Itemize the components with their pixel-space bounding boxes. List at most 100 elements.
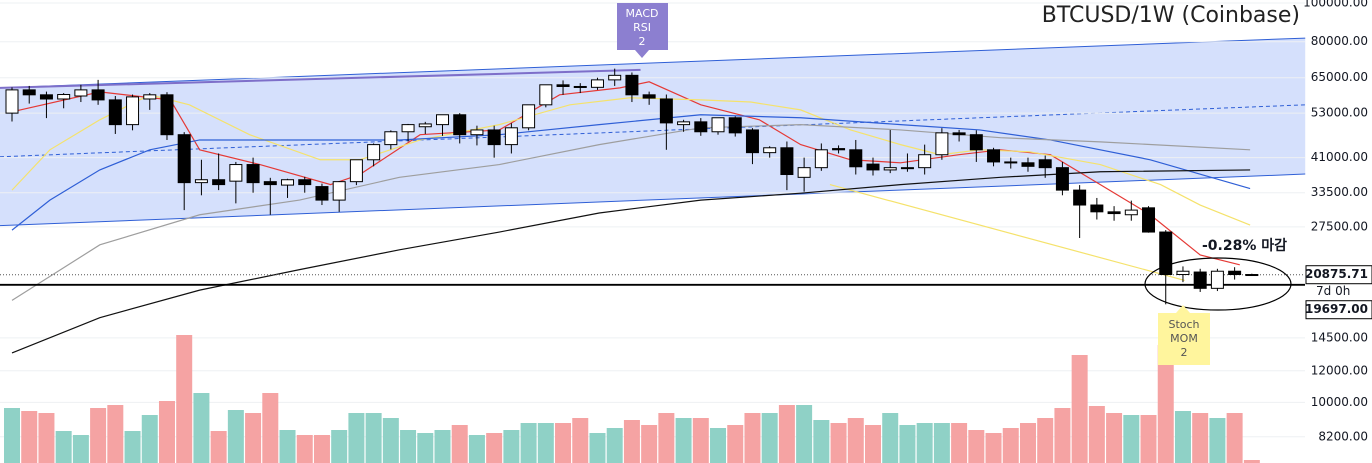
candle-body xyxy=(849,149,863,168)
candle-body xyxy=(763,147,777,154)
candle-body xyxy=(918,154,932,169)
y-tick-label: 8200.00 xyxy=(1318,429,1368,443)
candle-body xyxy=(315,186,329,201)
candle-body xyxy=(470,129,484,136)
volume-bar xyxy=(124,431,141,463)
candle-body xyxy=(384,131,398,146)
candle-body xyxy=(160,94,174,136)
volume-bar xyxy=(1192,413,1209,463)
candle-body xyxy=(487,129,501,146)
candle-body xyxy=(1176,270,1190,276)
indicator-line xyxy=(0,68,641,89)
candle-body xyxy=(745,129,759,154)
volume-bar xyxy=(744,413,761,463)
candle-body xyxy=(590,79,604,88)
candle-body xyxy=(866,163,880,171)
indicator-line xyxy=(11,81,1240,266)
volume-bar xyxy=(933,423,950,463)
candle-body xyxy=(900,167,914,170)
volume-bar xyxy=(296,435,313,463)
volume-bar xyxy=(692,418,709,463)
volume-bar xyxy=(468,435,485,463)
volume-bar xyxy=(1174,411,1191,463)
highlight-ellipse xyxy=(1144,257,1292,311)
candle-body xyxy=(229,164,243,182)
volume-bar xyxy=(606,428,623,463)
volume-bar xyxy=(572,418,589,463)
volume-bar xyxy=(1209,418,1226,463)
candle-body xyxy=(1228,270,1242,276)
annotation-box xyxy=(617,3,668,58)
annotation-box xyxy=(1158,305,1210,365)
volume-bar xyxy=(4,408,20,463)
candle-body xyxy=(367,144,381,161)
y-tick-label: 12000.00 xyxy=(1311,363,1368,377)
candle-body xyxy=(91,89,105,101)
indicator-line xyxy=(11,169,1251,354)
candle-body xyxy=(39,94,53,100)
volume-bar xyxy=(1157,345,1174,463)
candle-body xyxy=(642,94,656,99)
candle-body xyxy=(1038,159,1052,169)
candle-body xyxy=(74,89,88,97)
y-tick-label: 33500.00 xyxy=(1311,185,1368,199)
volume-bar xyxy=(1123,415,1140,463)
candle-body xyxy=(814,149,828,169)
candle-body xyxy=(126,96,140,126)
candle-body xyxy=(401,124,415,133)
y-tick-label: 80000.00 xyxy=(1311,34,1368,48)
candle-body xyxy=(504,127,518,146)
volume-bar xyxy=(158,401,175,463)
indicator-line xyxy=(11,114,1251,231)
countdown-label: 7d 0h xyxy=(1316,284,1350,298)
volume-bar xyxy=(400,430,417,463)
candle-body xyxy=(1159,231,1173,276)
annotation-text: -0.28% 마감 xyxy=(1202,237,1287,254)
candle-body xyxy=(728,117,742,134)
annotation-text: MOM xyxy=(1170,332,1198,345)
volume-bar xyxy=(555,423,572,463)
volume-bar xyxy=(331,430,348,463)
volume-bar xyxy=(778,405,795,463)
annotation-text: 2 xyxy=(1181,346,1188,359)
low-level-label: 19697.00 xyxy=(1305,302,1368,316)
price-label-box xyxy=(1305,265,1372,285)
channel-lower xyxy=(0,173,1306,227)
candle-body xyxy=(883,167,897,171)
volume-bar xyxy=(21,411,38,463)
volume-bar xyxy=(210,431,227,463)
candle-body xyxy=(1124,209,1138,216)
candle-body xyxy=(436,114,449,126)
volume-bar xyxy=(1002,428,1019,463)
volume-bar xyxy=(1054,408,1071,463)
candle-body xyxy=(5,89,19,114)
volume-bar xyxy=(1243,460,1260,463)
candle-body xyxy=(22,89,36,96)
candle-body xyxy=(952,132,966,136)
candle-body xyxy=(935,132,949,156)
y-tick-label: 10000.00 xyxy=(1311,395,1368,409)
volume-bar xyxy=(1071,355,1088,463)
candle-body xyxy=(453,114,467,136)
candle-body xyxy=(522,104,536,129)
volume-bar xyxy=(1019,423,1036,463)
candle-body xyxy=(780,147,794,176)
candle-body xyxy=(108,99,122,126)
volume-bar xyxy=(245,413,262,463)
candle-body xyxy=(1245,274,1259,277)
y-tick-label: 53000.00 xyxy=(1311,106,1368,120)
candle-body xyxy=(832,148,846,151)
last-price-label: 20875.71 xyxy=(1305,267,1368,281)
annotation-text: Stoch xyxy=(1168,318,1199,331)
indicator-line xyxy=(11,124,1251,301)
channel-upper xyxy=(0,37,1306,89)
chart-title: BTCUSD/1W (Coinbase) xyxy=(1042,3,1300,28)
volume-bar xyxy=(537,423,554,463)
volume-bar xyxy=(1140,415,1157,463)
y-tick-label: 41000.00 xyxy=(1311,150,1368,164)
candle-body xyxy=(694,121,708,133)
candle-body xyxy=(556,84,570,87)
volume-bar xyxy=(503,430,520,463)
annotation-text: 2 xyxy=(639,35,646,48)
volume-bar xyxy=(176,335,193,463)
